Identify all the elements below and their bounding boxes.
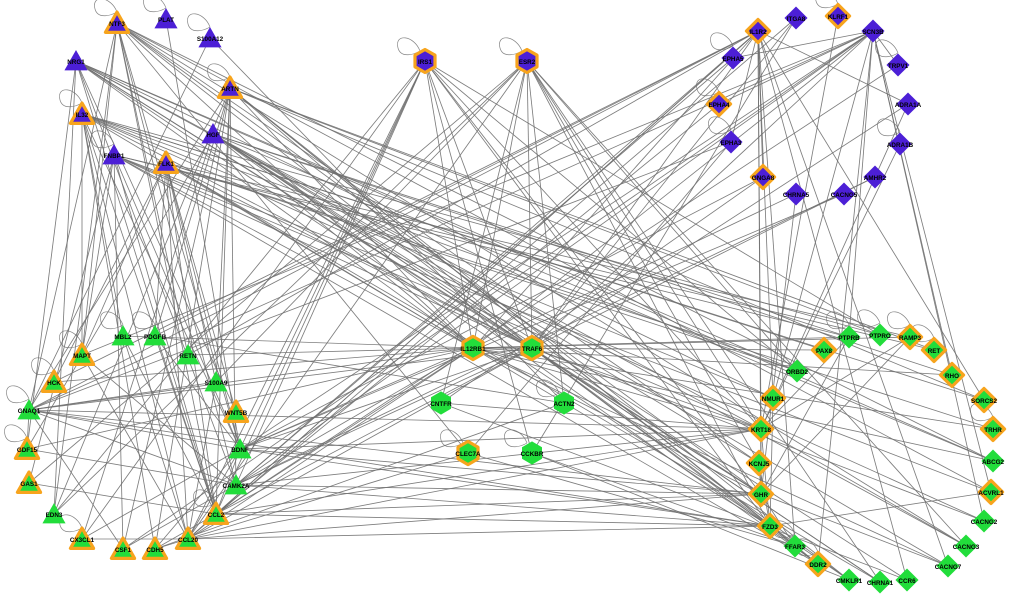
svg-text:PAX8: PAX8 xyxy=(816,348,832,355)
svg-text:CDH5: CDH5 xyxy=(146,547,164,554)
svg-text:IL1R2: IL1R2 xyxy=(749,29,767,36)
svg-text:NRG1: NRG1 xyxy=(67,59,85,66)
svg-text:ITGA8: ITGA8 xyxy=(787,16,806,23)
svg-text:CCKBR: CCKBR xyxy=(521,451,544,458)
svg-text:CNTFR: CNTFR xyxy=(430,401,452,408)
svg-text:KLRF1: KLRF1 xyxy=(828,14,849,21)
svg-text:IRS1: IRS1 xyxy=(418,59,432,66)
svg-text:EPHA3: EPHA3 xyxy=(721,140,742,147)
svg-text:RHO: RHO xyxy=(945,373,959,380)
svg-text:ORBD2: ORBD2 xyxy=(786,369,809,376)
svg-text:MAPT: MAPT xyxy=(73,353,91,360)
svg-text:HGF: HGF xyxy=(206,132,219,139)
svg-text:CAMK2A: CAMK2A xyxy=(223,483,250,490)
svg-text:ABCG2: ABCG2 xyxy=(982,459,1005,466)
svg-text:FNBP1: FNBP1 xyxy=(104,153,125,160)
svg-text:EPHA5: EPHA5 xyxy=(723,56,744,63)
svg-text:BDNF: BDNF xyxy=(231,447,249,454)
svg-text:GNGA8: GNGA8 xyxy=(752,175,775,182)
svg-text:ADRA1B: ADRA1B xyxy=(887,142,914,149)
svg-text:TRPV1: TRPV1 xyxy=(888,63,909,70)
svg-text:CCR6: CCR6 xyxy=(898,578,916,585)
svg-text:GAS1: GAS1 xyxy=(20,481,38,488)
svg-text:CHRNA5: CHRNA5 xyxy=(783,192,810,199)
svg-text:GHR: GHR xyxy=(754,492,768,499)
svg-text:CCL2: CCL2 xyxy=(208,512,225,519)
svg-text:HCK: HCK xyxy=(47,380,61,387)
svg-text:ESR2: ESR2 xyxy=(519,59,536,66)
svg-text:WNT5B: WNT5B xyxy=(225,410,248,417)
svg-text:RAMP3: RAMP3 xyxy=(899,335,922,342)
svg-text:GDF15: GDF15 xyxy=(17,447,38,454)
svg-text:MBL2: MBL2 xyxy=(114,334,132,341)
svg-text:FZD3: FZD3 xyxy=(762,524,778,531)
svg-text:EPHA4: EPHA4 xyxy=(709,102,730,109)
svg-text:FFAR3: FFAR3 xyxy=(785,544,805,551)
svg-text:ACVRL1: ACVRL1 xyxy=(978,490,1004,497)
svg-text:ADRA1A: ADRA1A xyxy=(895,102,922,109)
svg-text:NMUR1: NMUR1 xyxy=(762,396,785,403)
svg-text:S100A9: S100A9 xyxy=(205,380,228,387)
svg-text:CCL20: CCL20 xyxy=(178,537,198,544)
svg-text:IL12RB1: IL12RB1 xyxy=(460,346,486,353)
svg-text:CX3CL1: CX3CL1 xyxy=(70,537,95,544)
svg-text:CACNG3: CACNG3 xyxy=(953,544,980,551)
svg-text:NTF3: NTF3 xyxy=(109,21,125,28)
svg-text:GNAQ1: GNAQ1 xyxy=(18,408,41,415)
svg-text:KRT18: KRT18 xyxy=(751,427,771,434)
svg-text:CMKLR1: CMKLR1 xyxy=(836,578,863,585)
svg-text:FLK1: FLK1 xyxy=(158,161,174,168)
svg-text:SORCS2: SORCS2 xyxy=(971,398,997,405)
svg-text:KCNJ5: KCNJ5 xyxy=(749,461,770,468)
svg-text:RETN: RETN xyxy=(179,353,197,360)
svg-text:CSF1: CSF1 xyxy=(115,547,132,554)
svg-text:TRAF6: TRAF6 xyxy=(522,346,543,353)
svg-text:TRHR: TRHR xyxy=(984,427,1002,434)
svg-text:CHRNA1: CHRNA1 xyxy=(867,580,894,587)
svg-text:ACTN2: ACTN2 xyxy=(554,401,575,408)
svg-text:CACNG7: CACNG7 xyxy=(935,564,962,571)
svg-text:CLEC7A: CLEC7A xyxy=(455,451,481,458)
svg-text:CACNG5: CACNG5 xyxy=(831,192,858,199)
svg-text:S100A12: S100A12 xyxy=(197,36,224,43)
svg-text:IL32: IL32 xyxy=(76,112,89,119)
svg-text:EDN3: EDN3 xyxy=(46,512,63,519)
svg-text:ARTN: ARTN xyxy=(221,86,239,93)
svg-text:DDR2: DDR2 xyxy=(809,562,827,569)
svg-text:CACNG2: CACNG2 xyxy=(971,519,998,526)
svg-text:PLAT: PLAT xyxy=(158,17,174,24)
svg-text:SCN3B: SCN3B xyxy=(862,29,884,36)
svg-text:RET: RET xyxy=(928,348,941,355)
svg-text:PTPRB: PTPRB xyxy=(838,335,860,342)
svg-text:PDGFB: PDGFB xyxy=(144,334,166,341)
svg-text:AMHR2: AMHR2 xyxy=(864,175,887,182)
svg-text:PTPRO: PTPRO xyxy=(869,333,891,340)
